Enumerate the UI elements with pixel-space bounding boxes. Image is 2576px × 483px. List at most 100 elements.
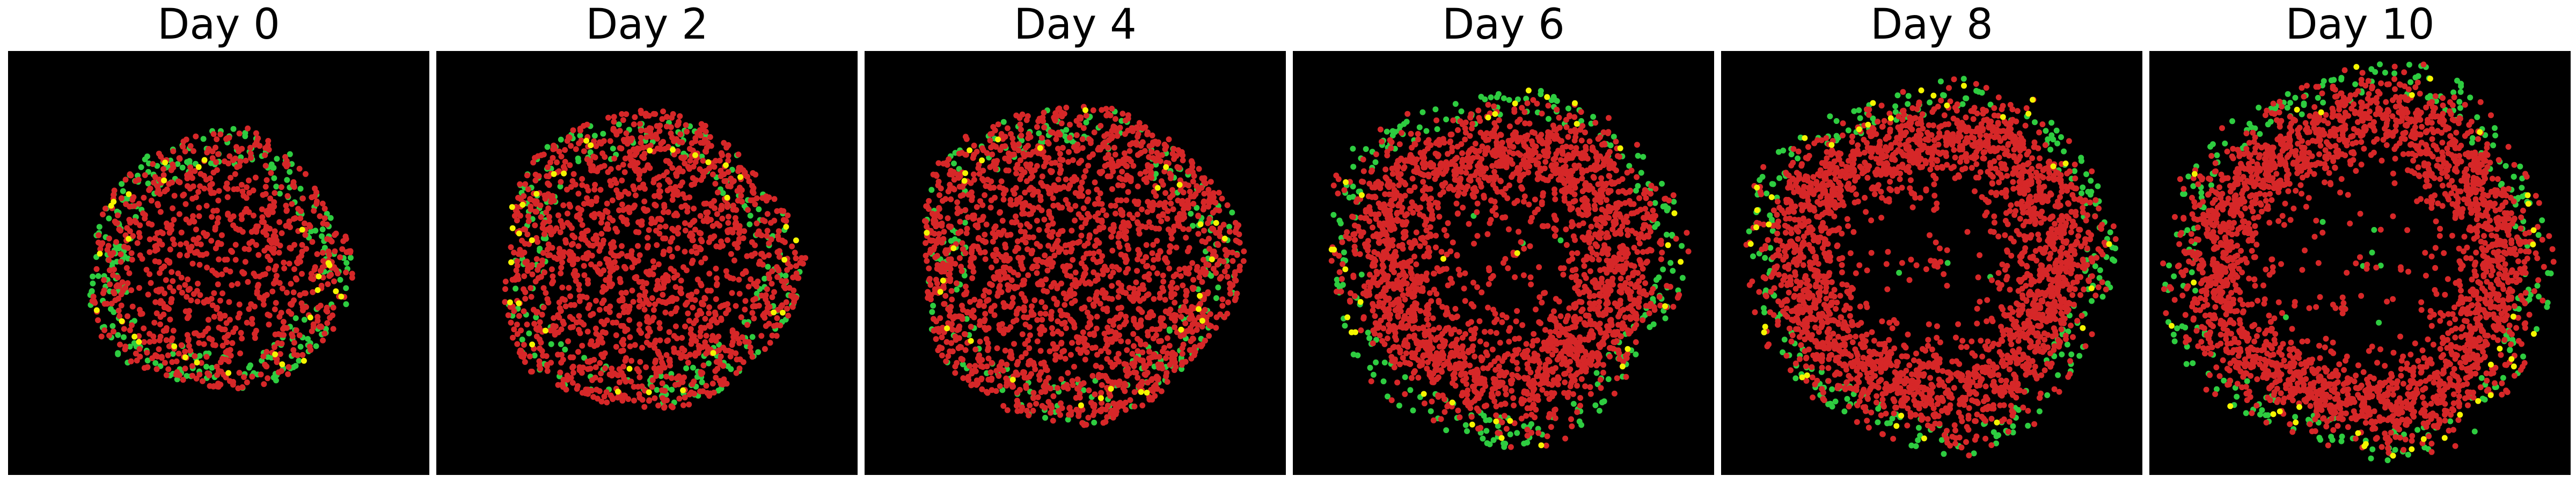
point-red <box>613 343 619 350</box>
point-red <box>1065 385 1071 392</box>
panel-background <box>8 51 429 475</box>
point-red <box>1135 348 1141 354</box>
point-red <box>157 191 163 197</box>
point-red <box>985 345 992 351</box>
point-red <box>1080 205 1087 211</box>
point-red <box>537 345 543 352</box>
point-red <box>1005 125 1011 131</box>
point-red <box>648 220 655 226</box>
point-red <box>753 195 760 201</box>
point-red <box>1059 144 1066 151</box>
point-red <box>260 353 267 360</box>
point-red <box>941 301 947 307</box>
point-red <box>1145 164 1151 170</box>
point-green <box>690 364 696 371</box>
point-red <box>121 326 127 332</box>
point-red <box>1041 163 1047 170</box>
point-red <box>1117 125 1123 131</box>
point-red <box>1108 233 1115 240</box>
point-red <box>567 162 573 169</box>
point-red <box>588 261 594 268</box>
point-red <box>543 290 549 296</box>
point-red <box>324 304 330 311</box>
point-red <box>1221 268 1228 275</box>
point-red <box>952 370 958 376</box>
point-red <box>1210 209 1216 216</box>
point-red <box>659 116 665 122</box>
point-red <box>545 164 551 171</box>
point-red <box>957 343 963 350</box>
point-red <box>1189 314 1195 321</box>
point-red <box>989 264 994 270</box>
point-red <box>623 289 629 296</box>
point-red <box>1226 229 1233 235</box>
point-red <box>1011 191 1018 197</box>
point-red <box>636 327 642 333</box>
point-red <box>562 303 569 310</box>
point-red <box>117 341 123 348</box>
point-red <box>709 380 716 387</box>
point-red <box>1146 314 1153 320</box>
point-red <box>145 291 151 298</box>
point-red <box>1168 355 1175 362</box>
point-red <box>636 391 642 397</box>
point-red <box>1109 364 1116 370</box>
point-green <box>610 145 616 152</box>
point-red <box>718 167 724 174</box>
point-red <box>1043 378 1049 385</box>
point-red <box>1091 129 1097 136</box>
point-red <box>669 134 675 141</box>
point-red <box>953 280 960 287</box>
point-red <box>1007 201 1014 207</box>
point-red <box>121 244 127 250</box>
point-red <box>725 219 731 226</box>
point-red <box>1047 187 1053 193</box>
point-red <box>656 320 663 326</box>
point-red <box>776 254 782 260</box>
point-red <box>249 374 255 380</box>
point-red <box>1037 348 1044 354</box>
point-red <box>349 270 355 277</box>
point-red <box>148 197 155 204</box>
point-red <box>977 339 983 345</box>
point-red <box>166 306 172 312</box>
point-red <box>1206 333 1212 339</box>
point-red <box>1055 106 1062 113</box>
point-red <box>1159 284 1166 291</box>
point-red <box>658 217 664 223</box>
point-red <box>177 252 183 258</box>
point-red <box>734 245 741 251</box>
point-red <box>1137 338 1143 344</box>
point-red <box>198 360 204 366</box>
point-red <box>612 259 618 265</box>
point-red <box>147 249 153 255</box>
point-red <box>524 321 530 328</box>
point-red <box>215 197 222 204</box>
point-red <box>1144 131 1151 137</box>
point-red <box>1027 332 1033 339</box>
point-red <box>1003 383 1009 389</box>
point-red <box>605 114 611 121</box>
point-red <box>337 254 343 260</box>
point-red <box>1166 136 1172 143</box>
point-red <box>320 274 326 281</box>
point-red <box>775 233 781 239</box>
point-red <box>196 261 203 268</box>
point-red <box>597 244 604 251</box>
point-red <box>298 208 304 215</box>
point-red <box>636 252 643 258</box>
point-red <box>1081 174 1087 180</box>
point-green <box>1213 295 1219 301</box>
point-red <box>631 257 637 263</box>
point-red <box>747 344 753 350</box>
point-red <box>691 206 697 212</box>
point-red <box>111 266 117 273</box>
point-red <box>214 207 220 214</box>
point-red <box>343 269 349 276</box>
point-red <box>982 249 988 255</box>
point-red <box>636 304 642 310</box>
point-red <box>170 278 176 284</box>
point-red <box>237 158 244 165</box>
point-red <box>296 165 303 172</box>
point-red <box>1234 290 1240 297</box>
